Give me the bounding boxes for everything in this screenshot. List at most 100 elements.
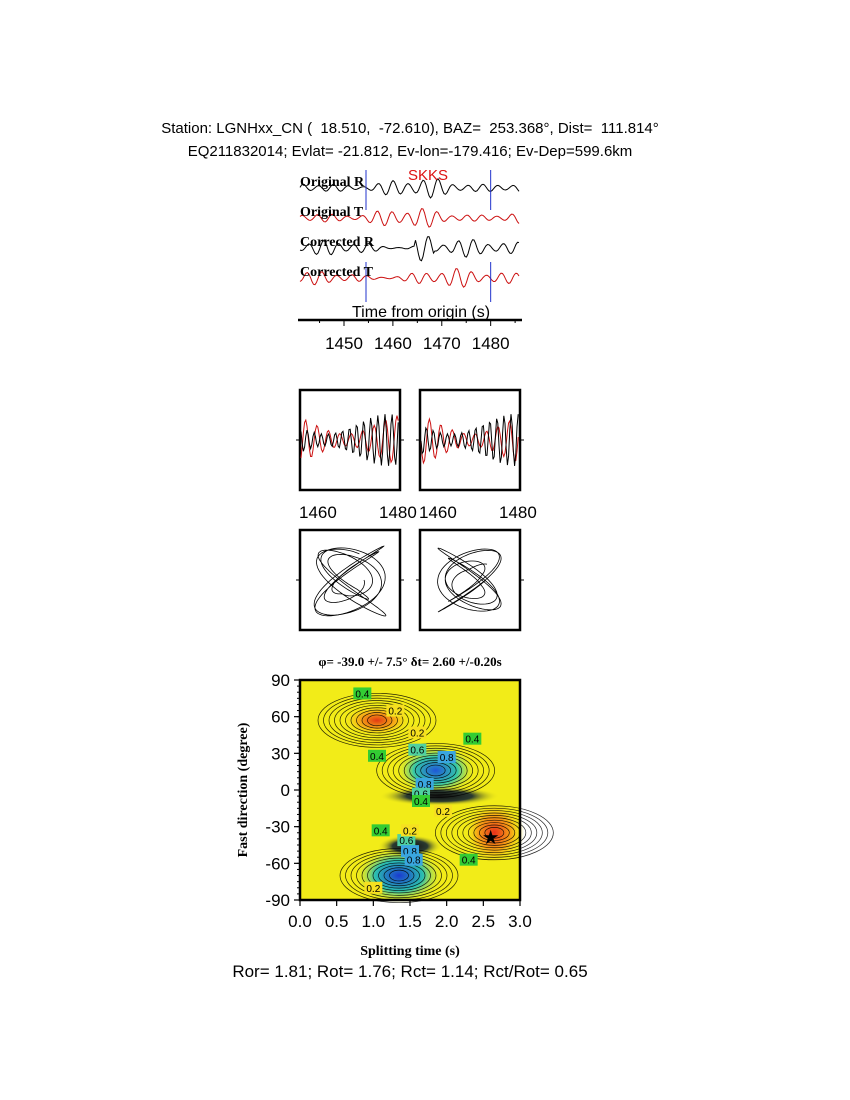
contour-label-10: 0.2	[436, 807, 450, 818]
contour-1-4	[409, 757, 463, 784]
contour-1-1	[425, 764, 446, 777]
contour-1-7	[392, 750, 479, 791]
trace-label-original-r: Original R	[300, 175, 365, 190]
x-axis-label: Splitting time (s)	[360, 944, 460, 959]
trace-line-1	[299, 208, 520, 228]
contour-2-3	[378, 865, 420, 887]
contour-1-8	[387, 747, 485, 793]
contour-label-2: 0.2	[410, 729, 424, 740]
contour-label-bg-3	[463, 732, 482, 745]
xtick-label-2.0: 2.0	[435, 912, 459, 931]
contour-3-7	[451, 812, 538, 853]
contour-2-5	[367, 860, 431, 891]
contour-label-9: 0.4	[414, 797, 428, 808]
contour-2-10	[339, 848, 459, 903]
contour-3-9	[440, 807, 549, 858]
contour-label-bg-15	[459, 853, 478, 866]
time-tick-label-1460: 1460	[374, 334, 412, 353]
contour-0-9	[323, 695, 431, 746]
time-axis-label: Time from origin (s)	[352, 304, 490, 321]
contour-label-bg-16	[401, 824, 419, 837]
ytick-label--60: -60	[265, 854, 290, 873]
contour-2-1	[389, 869, 409, 882]
grid-search-map: 0.40.20.20.40.60.80.40.80.60.40.20.40.60…	[265, 671, 554, 931]
xtick-label-2.5: 2.5	[472, 912, 496, 931]
trace-line-0	[299, 178, 520, 199]
contour-2-4	[372, 862, 426, 889]
panel-tick-1460-a: 1460	[299, 503, 337, 522]
contour-label-15: 0.4	[462, 856, 476, 867]
panel-wave-1-1	[420, 414, 519, 467]
contour-3-6	[456, 815, 532, 851]
time-tick-label-1470: 1470	[423, 334, 461, 353]
contour-3-2	[478, 824, 510, 841]
contour-0-1	[367, 714, 387, 727]
ytick-label-0: 0	[281, 781, 290, 800]
time-axis-ticks: 1450 1460 1470 1480	[319, 320, 516, 353]
y-axis-label: Fast direction (degree)	[236, 722, 251, 857]
contour-1-2	[420, 762, 452, 779]
particle-motion-0	[313, 545, 387, 617]
contour-label-bg-2	[408, 726, 427, 739]
time-tick-label-1450: 1450	[325, 334, 363, 353]
contour-label-bg-6	[368, 749, 386, 762]
contour-label-17: 0.2	[366, 884, 380, 895]
contour-label-16: 0.2	[403, 826, 417, 837]
contour-1-5	[403, 755, 468, 786]
contour-0-4	[350, 707, 404, 734]
red-blob-2	[464, 801, 525, 864]
contour-1-9	[381, 745, 490, 796]
contour-1-6	[398, 752, 474, 789]
trace-label-original-t: Original T	[300, 205, 364, 220]
xtick-label-1.0: 1.0	[362, 912, 386, 931]
contour-label-bg-17	[364, 881, 383, 894]
contour-label-bg-7	[415, 777, 434, 790]
contour-label-0: 0.4	[355, 689, 369, 700]
contour-label-13: 0.8	[403, 847, 417, 858]
xtick-label-3.0: 3.0	[508, 912, 532, 931]
ytick-label--30: -30	[265, 818, 290, 837]
splitting-result-title: φ= -39.0 +/- 7.5° δt= 2.60 +/-0.20s	[318, 654, 501, 669]
panel-tick-1480-b: 1480	[499, 503, 537, 522]
ytick-label--90: -90	[265, 891, 290, 910]
contour-label-bg-4	[408, 743, 427, 756]
trace-label-corrected-r: Corrected R	[300, 235, 375, 250]
seismogram-traces	[299, 170, 520, 302]
contour-0-8	[328, 697, 426, 743]
contour-label-11: 0.4	[374, 826, 388, 837]
contour-0-10	[317, 692, 437, 748]
ytick-label-90: 90	[271, 671, 290, 690]
contour-label-12: 0.6	[399, 836, 413, 847]
contour-label-3: 0.4	[465, 735, 479, 746]
contour-label-7: 0.8	[418, 780, 432, 791]
ytick-label-30: 30	[271, 744, 290, 763]
particle-panel-1	[418, 528, 522, 632]
contour-1-10	[376, 743, 496, 798]
trace-line-2	[299, 236, 520, 262]
particle-motion-1	[437, 547, 502, 613]
contour-label-bg-1	[386, 704, 405, 717]
contour-label-bg-5	[437, 751, 456, 763]
station-header: Station: LGNHxx_CN ( 18.510, -72.610), B…	[161, 120, 659, 137]
panel-tick-1480-a: 1480	[379, 503, 417, 522]
trace-label-corrected-t: Corrected T	[300, 265, 374, 280]
best-fit-star	[483, 829, 499, 845]
xtick-label-1.5: 1.5	[398, 912, 422, 931]
waveform-panel-0	[298, 388, 402, 492]
xtick-label-0.0: 0.0	[288, 912, 312, 931]
dark-band-1	[379, 786, 500, 806]
contour-label-4: 0.6	[410, 746, 424, 757]
panel-wave-0-1	[300, 414, 399, 466]
contour-label-1: 0.2	[388, 707, 402, 718]
contour-1-3	[414, 759, 457, 781]
contour-2-7	[356, 855, 442, 896]
contour-0-5	[345, 704, 409, 736]
trace-line-3	[299, 268, 520, 288]
waveform-panels	[296, 388, 524, 492]
contour-label-bg-12	[397, 834, 416, 847]
ytick-label-60: 60	[271, 708, 290, 727]
contour-label-6: 0.4	[370, 752, 384, 763]
xtick-label-0.5: 0.5	[325, 912, 349, 931]
contour-2-8	[350, 853, 448, 899]
